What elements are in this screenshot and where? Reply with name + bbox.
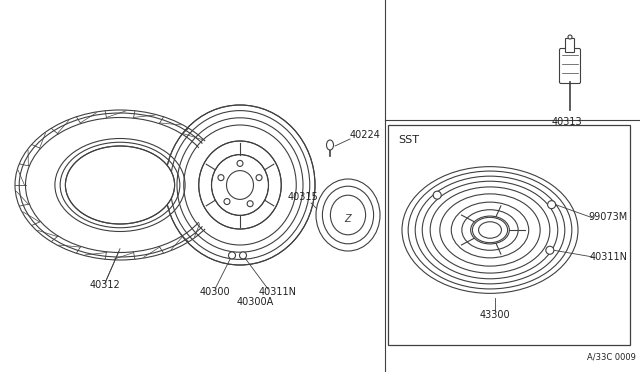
Text: 40224: 40224	[350, 130, 381, 140]
Ellipse shape	[256, 174, 262, 181]
Ellipse shape	[199, 141, 281, 229]
Ellipse shape	[568, 35, 572, 39]
Ellipse shape	[237, 160, 243, 166]
Ellipse shape	[247, 201, 253, 207]
Text: 99073M: 99073M	[589, 212, 628, 222]
Ellipse shape	[211, 155, 269, 215]
FancyBboxPatch shape	[566, 38, 575, 52]
Ellipse shape	[218, 174, 224, 181]
Text: 40311N: 40311N	[259, 287, 297, 297]
Ellipse shape	[228, 252, 236, 259]
Ellipse shape	[433, 191, 441, 199]
Ellipse shape	[326, 140, 333, 150]
Ellipse shape	[546, 246, 554, 254]
Ellipse shape	[239, 252, 246, 259]
Text: SST: SST	[398, 135, 419, 145]
Text: 40300A: 40300A	[236, 297, 274, 307]
Text: A/33C 0009: A/33C 0009	[587, 353, 636, 362]
Ellipse shape	[227, 171, 253, 199]
Text: Z: Z	[345, 214, 351, 224]
Ellipse shape	[472, 217, 508, 243]
Ellipse shape	[316, 179, 380, 251]
Text: 40311N: 40311N	[590, 252, 628, 262]
Ellipse shape	[548, 201, 556, 209]
Ellipse shape	[65, 146, 175, 224]
Text: 43300: 43300	[480, 310, 510, 320]
Text: 40312: 40312	[90, 280, 120, 290]
FancyBboxPatch shape	[559, 48, 580, 83]
Text: 40300: 40300	[200, 287, 230, 297]
Bar	[388, 125, 630, 345]
Ellipse shape	[186, 127, 294, 243]
Ellipse shape	[224, 199, 230, 205]
Text: 40315: 40315	[288, 192, 319, 202]
Text: 40313: 40313	[552, 117, 582, 127]
Ellipse shape	[479, 222, 501, 238]
